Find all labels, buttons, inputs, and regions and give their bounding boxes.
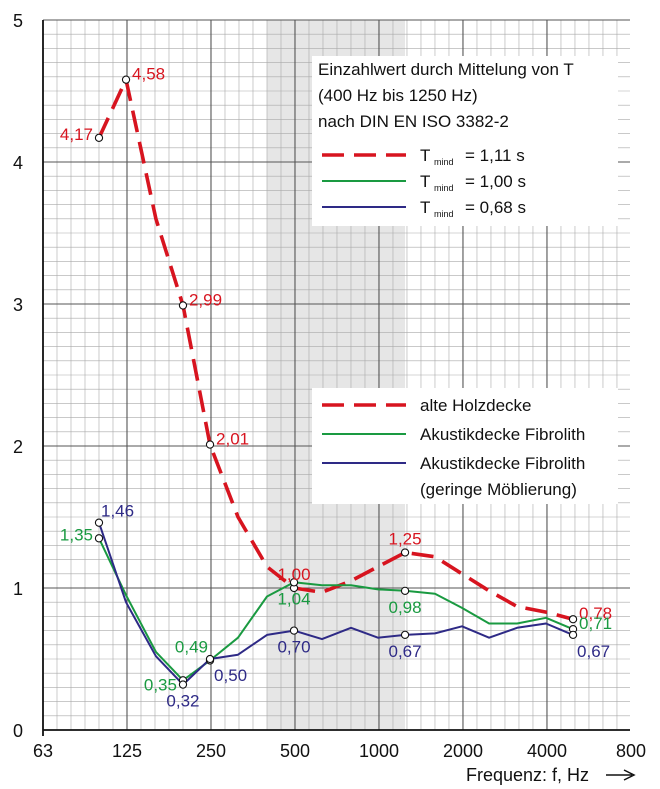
data-label: 0,78 bbox=[579, 604, 612, 623]
data-label: 0,35 bbox=[144, 675, 177, 694]
data-label: 1,25 bbox=[389, 530, 422, 549]
data-label: 0,32 bbox=[166, 692, 199, 711]
note-line-1: Einzahlwert durch Mittelung von T bbox=[318, 60, 574, 79]
data-marker bbox=[568, 630, 578, 640]
data-marker bbox=[289, 578, 299, 587]
data-label: 0,67 bbox=[577, 642, 610, 661]
tmind-value: = 1,11 s bbox=[465, 146, 525, 165]
x-tick-labels: 63 125 250 500 1000 2000 4000 800 bbox=[33, 741, 646, 761]
series-line-2 bbox=[98, 537, 574, 682]
y-tick-label: 3 bbox=[13, 295, 23, 315]
data-markers bbox=[94, 75, 578, 689]
note-box: Einzahlwert durch Mittelung von T (400 H… bbox=[312, 56, 618, 226]
tmind-symbol: T bbox=[420, 172, 430, 191]
y-tick-label: 2 bbox=[13, 437, 23, 457]
x-tick-label: 125 bbox=[112, 741, 142, 761]
x-tick-label: 4000 bbox=[527, 741, 567, 761]
x-tick-label: 63 bbox=[33, 741, 53, 761]
data-marker bbox=[94, 534, 104, 543]
data-marker bbox=[94, 518, 104, 527]
x-axis-label: Frequenz: f, Hz bbox=[466, 765, 636, 785]
tmind-subscript: mind bbox=[434, 209, 454, 219]
data-marker bbox=[568, 615, 578, 624]
legend-label: alte Holzdecke bbox=[420, 396, 532, 415]
tmind-subscript: mind bbox=[434, 157, 454, 167]
data-label: 0,49 bbox=[175, 637, 208, 656]
tmind-subscript: mind bbox=[434, 183, 454, 193]
series-line-1 bbox=[97, 77, 574, 621]
x-tick-label: 800 bbox=[616, 741, 646, 761]
legend-label: Akustikdecke Fibrolith bbox=[420, 425, 585, 444]
note-line-2: (400 Hz bis 1250 Hz) bbox=[318, 86, 478, 105]
series-lines bbox=[97, 77, 574, 686]
data-label: 2,01 bbox=[216, 430, 249, 449]
tmind-symbol: T bbox=[420, 146, 430, 165]
series-line-3 bbox=[98, 522, 574, 686]
data-marker bbox=[205, 440, 215, 449]
legend-label: Akustikdecke Fibrolith bbox=[420, 454, 585, 473]
data-marker bbox=[205, 654, 215, 664]
y-tick-label: 4 bbox=[13, 153, 23, 173]
tmind-value: = 1,00 s bbox=[465, 172, 526, 191]
y-tick-labels: 0 1 2 3 4 5 bbox=[13, 11, 23, 741]
data-label: 0,98 bbox=[389, 598, 422, 617]
data-label: 4,17 bbox=[60, 125, 93, 144]
data-label: 0,70 bbox=[277, 638, 310, 657]
data-label: 1,46 bbox=[101, 502, 134, 521]
data-label: 2,99 bbox=[189, 290, 222, 309]
data-marker bbox=[121, 75, 131, 84]
data-label: 0,50 bbox=[214, 666, 247, 685]
data-marker bbox=[178, 301, 188, 310]
arrow-icon bbox=[623, 769, 636, 781]
axes-frame bbox=[42, 20, 630, 736]
note-background bbox=[312, 56, 618, 226]
note-line-3: nach DIN EN ISO 3382-2 bbox=[318, 112, 509, 131]
data-labels: 4,17 4,58 2,99 2,01 1,00 1,25 0,78 1,35 0,35 0,49… bbox=[60, 65, 612, 711]
x-axis-title: Frequenz: f, Hz bbox=[466, 765, 589, 785]
data-label: 0,71 bbox=[579, 614, 612, 633]
x-tick-label: 2000 bbox=[443, 741, 483, 761]
y-tick-label: 0 bbox=[13, 721, 23, 741]
data-marker bbox=[178, 680, 188, 689]
legend-background bbox=[312, 388, 618, 504]
data-label: 1,00 bbox=[277, 565, 310, 584]
legend-entries: alte Holzdecke Akustikdecke Fibrolith Akus… bbox=[322, 396, 585, 499]
data-marker bbox=[400, 586, 410, 595]
tmind-symbol: T bbox=[420, 198, 430, 217]
data-label: 4,58 bbox=[132, 65, 165, 84]
data-marker bbox=[400, 630, 410, 640]
data-marker bbox=[400, 548, 410, 557]
x-tick-label: 1000 bbox=[359, 741, 399, 761]
y-tick-label: 5 bbox=[13, 11, 23, 31]
data-label: 0,67 bbox=[389, 642, 422, 661]
series-legend bbox=[312, 388, 618, 504]
data-label: 1,04 bbox=[277, 589, 310, 608]
data-marker bbox=[289, 626, 299, 635]
x-tick-label: 500 bbox=[280, 741, 310, 761]
data-label: 1,35 bbox=[60, 525, 93, 544]
tmind-value: = 0,68 s bbox=[465, 198, 526, 217]
data-marker bbox=[94, 133, 104, 143]
x-tick-label: 250 bbox=[196, 741, 226, 761]
y-tick-label: 1 bbox=[13, 579, 23, 599]
legend-label-line2: (geringe Möblierung) bbox=[420, 480, 577, 499]
